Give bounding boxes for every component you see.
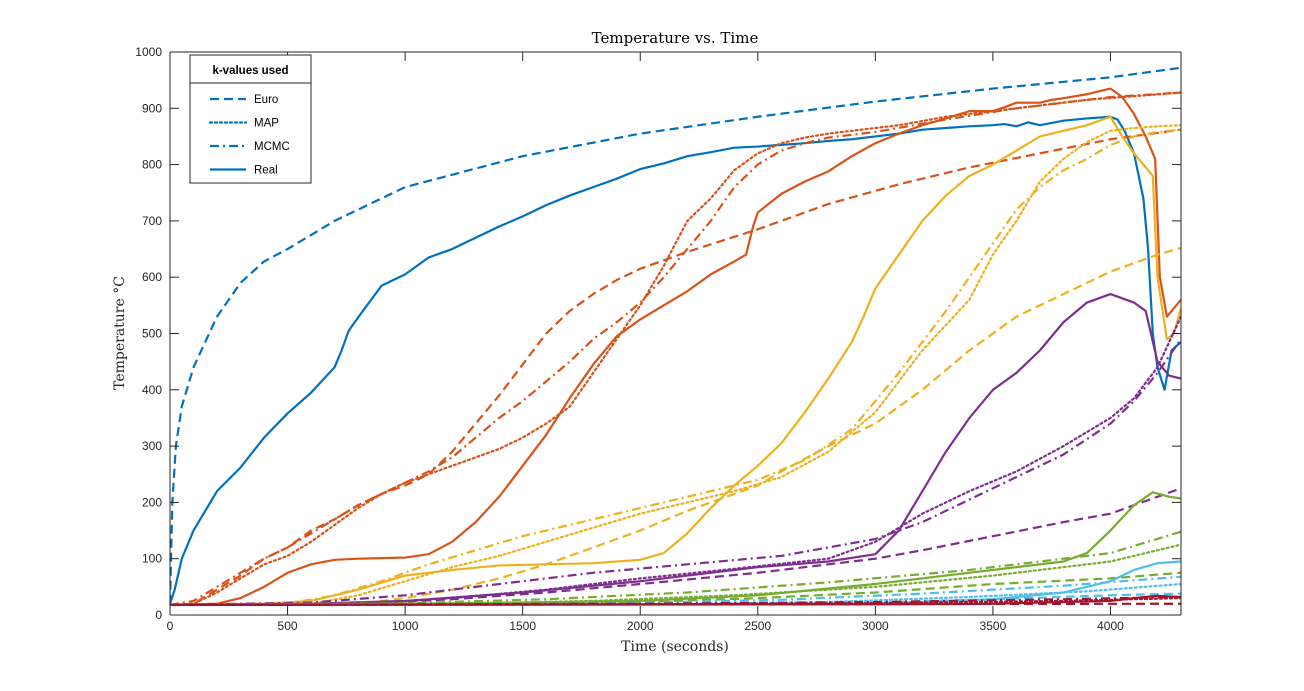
legend-box [189, 54, 312, 184]
series-orange-solid [170, 87, 1181, 606]
series-purple-dotted [170, 315, 1181, 606]
y-axis-label: Temperature °C [112, 276, 128, 390]
x-tick-label: 2500 [744, 619, 771, 633]
series-red-dashdot [170, 595, 1181, 606]
y-tick-label: 400 [142, 383, 162, 397]
chart-title: Temperature vs. Time [592, 29, 759, 47]
legend-label-real: Real [254, 165, 278, 177]
legend-title: k-values used [212, 65, 288, 77]
axes-layer: 0 500 1000 1500 2000 2500 3000 3500 4000 0 100 200 3… [135, 45, 1182, 633]
y-tick-label: 100 [142, 552, 162, 566]
legend-label-mcmc: MCMC [254, 141, 290, 153]
plot-area [170, 52, 1181, 615]
series-purple-dashdot [170, 338, 1181, 606]
x-tick-label: 500 [278, 619, 298, 633]
series-blue-solid [170, 115, 1181, 605]
y-tick-label: 800 [142, 158, 162, 172]
series-orange-dashdot [170, 91, 1181, 606]
series-blue-dashed [170, 66, 1181, 604]
x-tick-label: 3500 [980, 619, 1007, 633]
y-tick-label: 300 [142, 439, 162, 453]
x-tick-label: 0 [167, 619, 174, 633]
x-tick-label: 3000 [862, 619, 889, 633]
y-tick-label: 600 [142, 270, 162, 284]
x-tick-label: 1000 [392, 619, 419, 633]
x-tick-label: 1500 [509, 619, 536, 633]
series-green-dashdot [170, 530, 1181, 606]
series-orange-dotted [170, 91, 1181, 606]
y-tick-label: 900 [142, 101, 162, 115]
series-layer [170, 66, 1181, 606]
legend-label-euro: Euro [254, 94, 278, 106]
series-red-dotted [170, 597, 1181, 606]
series-cyan-dashdot [170, 575, 1181, 606]
series-purple-solid [170, 292, 1181, 606]
y-tick-label: 500 [142, 327, 162, 341]
legend-label-map: MAP [254, 118, 279, 130]
series-yellow-dotted [170, 124, 1181, 606]
series-orange-dashed [170, 128, 1181, 606]
x-tick-label: 2000 [627, 619, 654, 633]
y-tick-label: 0 [155, 608, 162, 622]
x-axis-label: Time (seconds) [621, 639, 729, 655]
series-yellow-solid [170, 115, 1181, 606]
y-tick-label: 200 [142, 495, 162, 509]
series-yellow-dashed [170, 246, 1181, 606]
x-tick-label: 4000 [1097, 619, 1124, 633]
legend: k-values used Euro MAP MCMC Real [189, 54, 312, 184]
y-tick-label: 1000 [135, 45, 162, 59]
y-tick-label: 700 [142, 214, 162, 228]
legend-entries: Euro MAP MCMC Real [208, 94, 290, 177]
